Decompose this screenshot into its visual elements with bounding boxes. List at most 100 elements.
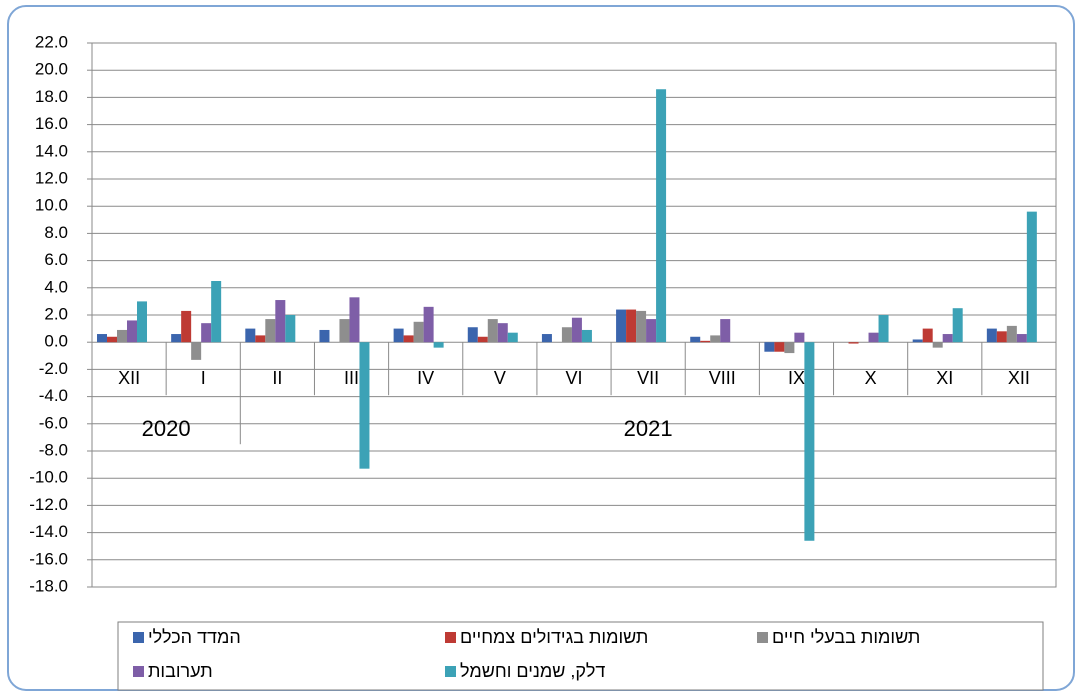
bar [319, 329, 330, 343]
legend-label: דלק, שמנים וחשמל [460, 661, 605, 681]
y-tick-label: 2.0 [44, 304, 68, 323]
x-tick-label: X [865, 368, 877, 388]
bar [794, 332, 805, 343]
bar [127, 320, 137, 343]
bar [117, 329, 127, 343]
bar [1006, 325, 1017, 343]
y-tick-label: -2.0 [39, 359, 68, 378]
group-label: 2021 [624, 416, 673, 441]
legend-swatch [757, 632, 768, 643]
bar [497, 323, 508, 343]
y-tick-label: -18.0 [29, 576, 68, 595]
bar [339, 319, 350, 343]
bar [107, 336, 117, 343]
y-tick-label: 4.0 [44, 277, 68, 296]
bar [710, 335, 721, 343]
bar [646, 319, 657, 343]
bar [477, 336, 488, 343]
y-tick-label: 18.0 [35, 87, 68, 106]
bar [359, 342, 370, 469]
bar [275, 300, 286, 343]
bar [996, 331, 1007, 343]
bar [690, 336, 701, 343]
legend-swatch [133, 632, 144, 643]
y-tick-label: -12.0 [29, 495, 68, 514]
x-tick-label: XI [936, 368, 953, 388]
y-tick-label: 10.0 [35, 196, 68, 215]
bar [774, 342, 785, 352]
x-tick-label: VIII [709, 368, 736, 388]
x-tick-label: IV [417, 368, 434, 388]
bar [413, 321, 424, 343]
legend-frame [117, 621, 1044, 691]
y-tick-label: 12.0 [35, 168, 68, 187]
group-label: 2020 [142, 416, 191, 441]
x-tick-label: V [494, 368, 506, 388]
x-tick-label: III [344, 368, 359, 388]
bar [626, 309, 637, 343]
bar [265, 319, 276, 343]
bar [433, 342, 444, 348]
bar [932, 342, 943, 348]
y-tick-label: -8.0 [39, 440, 68, 459]
bar [97, 334, 107, 343]
bar [952, 308, 963, 343]
legend-swatch [133, 666, 144, 677]
y-tick-label: 8.0 [44, 223, 68, 242]
bar [467, 327, 478, 343]
y-tick-label: -14.0 [29, 522, 68, 541]
y-tick-label: 14.0 [35, 141, 68, 160]
legend-swatch [445, 666, 456, 677]
bar [349, 297, 360, 343]
bar [848, 342, 859, 344]
y-tick-label: 22.0 [35, 32, 68, 51]
bar [700, 340, 711, 343]
bar [784, 342, 795, 354]
bar [137, 301, 147, 343]
bar [764, 342, 775, 352]
bar [191, 342, 202, 360]
bar [912, 339, 923, 343]
bar [636, 310, 647, 343]
x-tick-label: II [272, 368, 282, 388]
bar [942, 334, 953, 343]
legend-swatch [445, 632, 456, 643]
bar [255, 335, 266, 343]
bar [804, 342, 815, 541]
bar [285, 315, 296, 343]
y-tick-label: 0.0 [44, 332, 68, 351]
bar [403, 335, 414, 343]
bar [868, 332, 879, 343]
y-tick-label: 6.0 [44, 250, 68, 269]
legend-label: תערובות [148, 661, 213, 681]
y-tick-label: -4.0 [39, 386, 68, 405]
bar [922, 328, 933, 343]
y-tick-label: -6.0 [39, 413, 68, 432]
y-tick-label: -10.0 [29, 468, 68, 487]
bar [1016, 334, 1027, 343]
y-tick-label: 20.0 [35, 60, 68, 79]
legend-label: המדד הכללי [148, 627, 241, 647]
x-tick-label: VII [637, 368, 659, 388]
bar [171, 334, 182, 343]
bar [245, 328, 256, 343]
bar [720, 319, 731, 343]
legend-label: תשומות בגידולים צמחיים [460, 627, 648, 647]
bar [561, 327, 572, 343]
x-tick-label: VI [565, 368, 582, 388]
x-tick-label: XII [118, 368, 140, 388]
x-tick-label: XII [1008, 368, 1030, 388]
bar [878, 315, 889, 343]
bar [581, 329, 592, 343]
bar [616, 309, 627, 343]
bar [211, 281, 222, 343]
bar [986, 328, 997, 343]
bar [487, 319, 498, 343]
x-tick-label: I [201, 368, 206, 388]
bar [201, 323, 212, 343]
bar [541, 334, 552, 343]
bar [507, 332, 518, 343]
legend-label: תשומות בבעלי חיים [772, 627, 920, 647]
bar [181, 310, 192, 343]
